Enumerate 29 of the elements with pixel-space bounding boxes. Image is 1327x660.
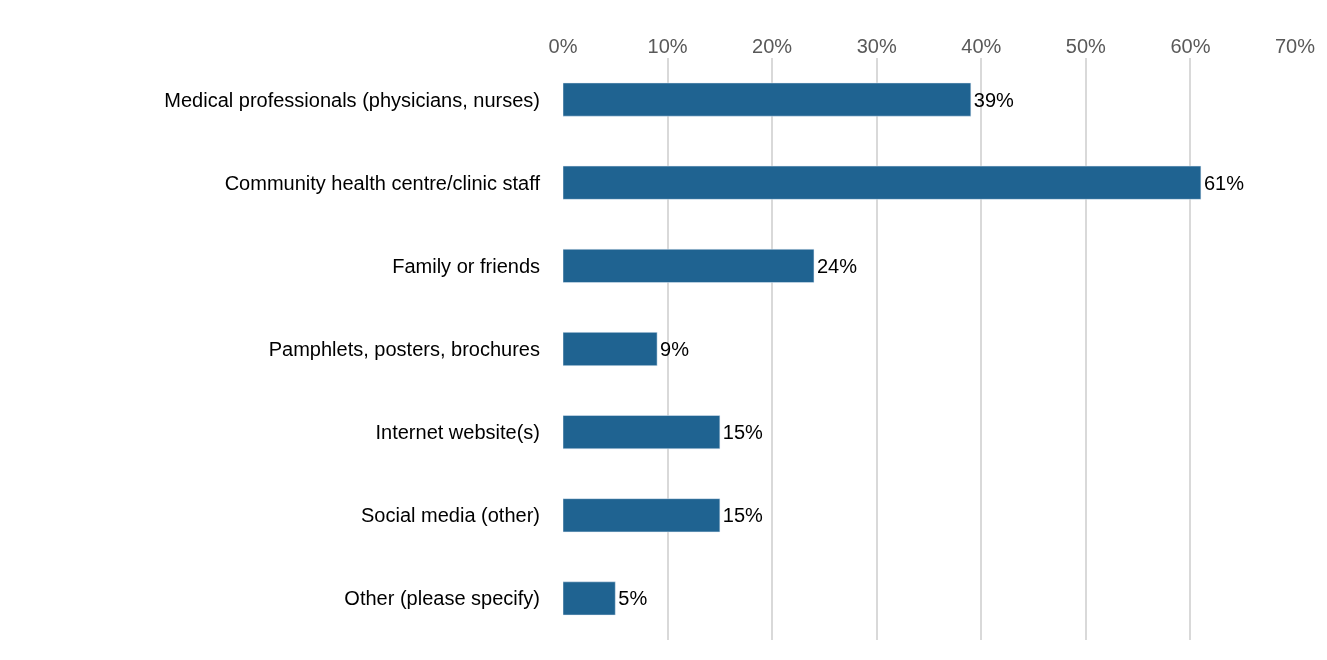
x-tick-label: 60%: [1170, 35, 1211, 57]
bar: [563, 415, 721, 450]
y-tick-label: Medical professionals (physicians, nurses): [164, 88, 540, 111]
y-tick-label: Internet website(s): [375, 421, 540, 444]
bar: [563, 332, 658, 366]
y-tick-label: Family or friends: [392, 254, 540, 277]
data-label: 5%: [618, 587, 648, 610]
data-label: 9%: [660, 338, 690, 360]
data-label: 39%: [973, 88, 1015, 111]
data-label: 15%: [722, 421, 764, 444]
x-tick-label: 10%: [647, 35, 688, 57]
y-tick-label: Social media (other): [361, 504, 540, 527]
y-tick-label: Community health centre/clinic staff: [224, 171, 541, 194]
data-label: 24%: [816, 254, 858, 277]
x-tick-label: 70%: [1274, 35, 1316, 57]
data-label: 61%: [1203, 171, 1245, 194]
bar: [563, 82, 972, 117]
bar: [563, 248, 815, 283]
bar: [563, 498, 721, 533]
x-tick-label: 0%: [548, 35, 578, 57]
y-tick-label: Pamphlets, posters, brochures: [268, 338, 540, 360]
bar: [563, 165, 1202, 200]
x-tick-label: 50%: [1065, 35, 1107, 57]
bar: [563, 581, 616, 616]
data-label: 15%: [722, 504, 764, 527]
x-tick-label: 20%: [752, 35, 793, 57]
y-tick-label: Other (please specify): [344, 587, 540, 610]
x-tick-label: 30%: [856, 35, 897, 57]
x-tick-label: 40%: [961, 35, 1002, 57]
